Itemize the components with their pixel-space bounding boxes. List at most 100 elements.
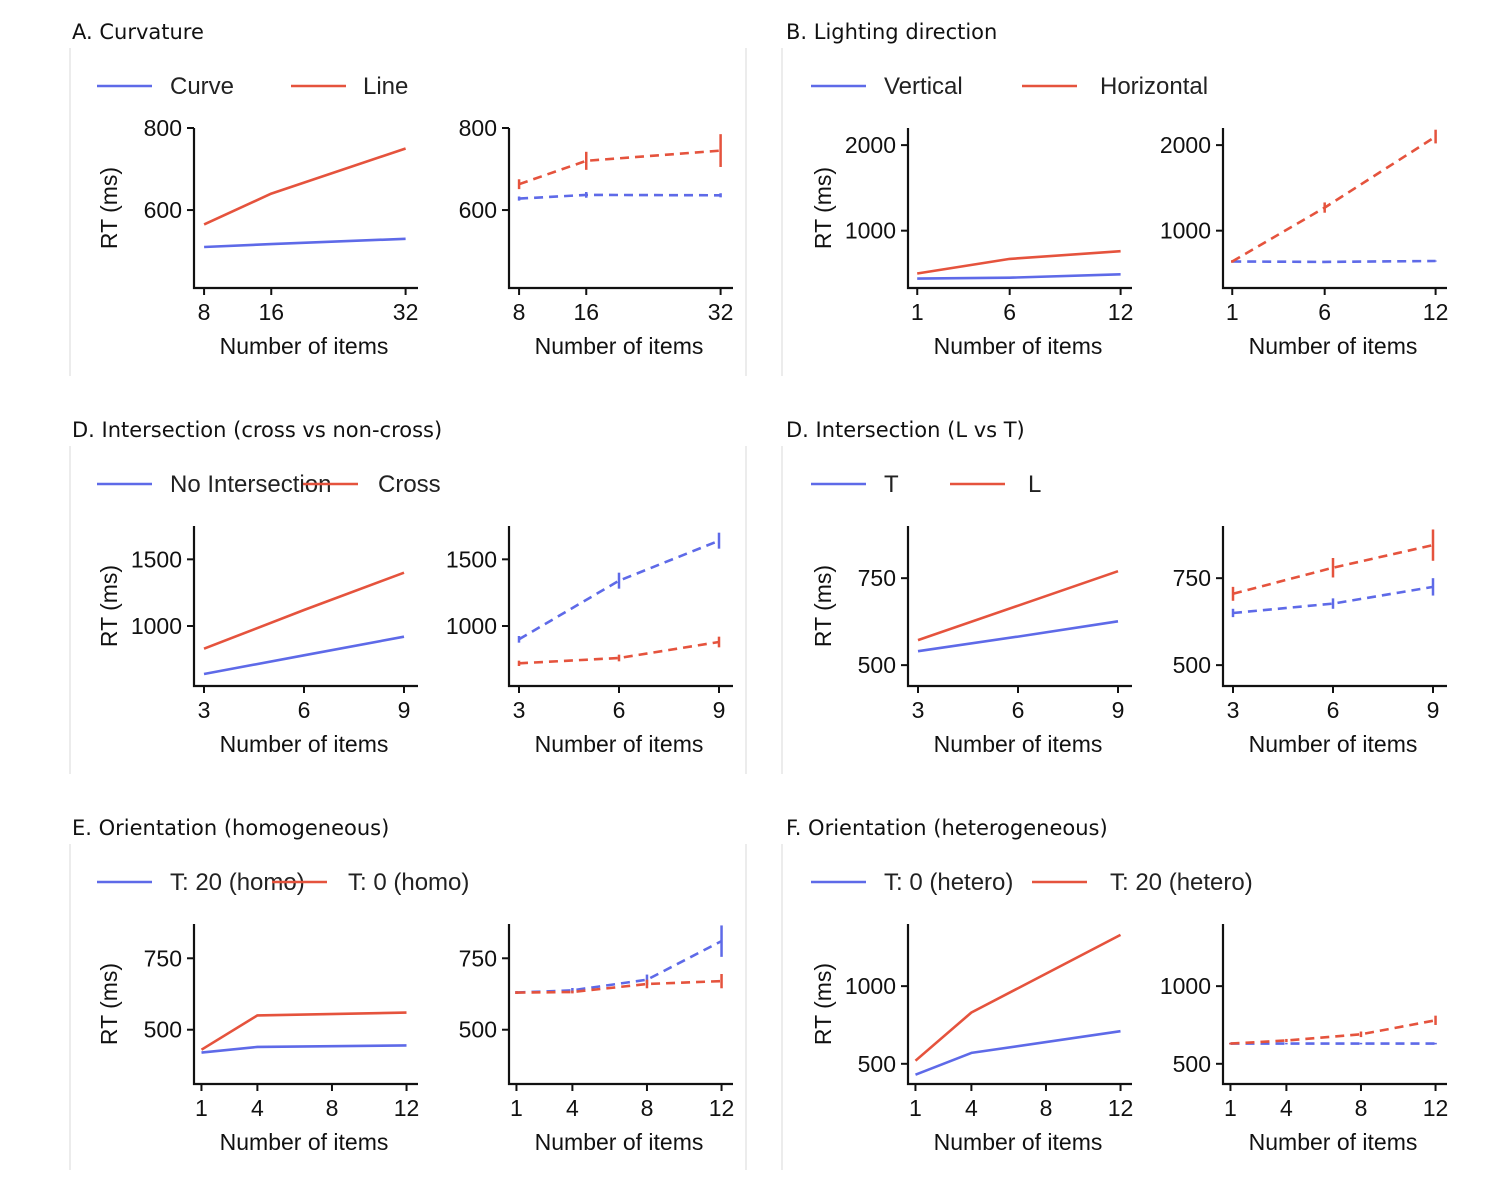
x-tick-label: 1: [909, 1095, 922, 1121]
axes-spine: [507, 924, 733, 1086]
x-axis-label: Number of items: [1249, 1129, 1418, 1155]
x-tick-label: 6: [1012, 697, 1025, 723]
y-tick-label: 750: [858, 565, 896, 591]
x-axis-label: Number of items: [934, 1129, 1103, 1155]
y-tick-label: 1000: [1160, 218, 1211, 244]
x-tick-label: 12: [1108, 299, 1134, 325]
subplot-right: 1000 1500 3 6 9 Number of items: [446, 526, 733, 757]
series-line-blue: [1232, 259, 1436, 264]
series-line-blue: [519, 193, 721, 200]
x-tick-label: 8: [198, 299, 211, 325]
series-line-blue: [201, 1044, 407, 1054]
axes-spine: [1221, 526, 1447, 688]
x-axis-label: Number of items: [934, 333, 1103, 359]
panel-4: E. Orientation (homogeneous) T: 20 (homo)…: [72, 816, 734, 1155]
y-tick-label: 750: [459, 945, 497, 971]
y-tick-label: 2000: [1160, 132, 1211, 158]
x-tick-label: 9: [398, 697, 411, 723]
legend: No Intersection Cross: [97, 471, 441, 498]
x-tick-label: 8: [641, 1095, 654, 1121]
y-tick-label: 1500: [446, 546, 497, 572]
x-axis-label: Number of items: [934, 731, 1103, 757]
panel-title: D. Intersection (cross vs non-cross): [72, 418, 442, 442]
panel-title: E. Orientation (homogeneous): [72, 816, 389, 840]
x-tick-label: 8: [326, 1095, 339, 1121]
panel-title: B. Lighting direction: [786, 20, 997, 44]
panel-title: D. Intersection (L vs T): [786, 418, 1025, 442]
legend: T: 0 (hetero) T: 20 (hetero): [811, 869, 1253, 896]
y-tick-label: 500: [144, 1017, 182, 1043]
x-tick-label: 4: [1280, 1095, 1293, 1121]
x-tick-label: 8: [513, 299, 526, 325]
x-tick-label: 1: [911, 299, 924, 325]
y-tick-label: 500: [858, 1051, 896, 1077]
axes-spine: [192, 128, 418, 290]
y-axis-label: RT (ms): [96, 565, 122, 647]
x-tick-label: 16: [573, 299, 599, 325]
y-axis-label: RT (ms): [96, 963, 122, 1045]
y-tick-label: 1000: [845, 973, 896, 999]
y-tick-label: 1500: [131, 546, 182, 572]
legend: Curve Line: [97, 73, 408, 100]
y-axis-label: RT (ms): [96, 167, 122, 249]
series-line-red: [518, 149, 721, 186]
legend-label: T: 20 (hetero): [1110, 869, 1253, 896]
series-line-red: [200, 1011, 407, 1051]
y-tick-label: 1000: [131, 613, 182, 639]
y-tick-label: 1000: [446, 613, 497, 639]
x-tick-label: 6: [1003, 299, 1016, 325]
panel-2: D. Intersection (cross vs non-cross) No I…: [72, 418, 733, 757]
legend-label: T: [884, 471, 899, 498]
x-tick-label: 12: [1108, 1095, 1134, 1121]
subplot-right: 500 750 3 6 9 Number of items: [1173, 526, 1447, 757]
x-tick-label: 3: [198, 697, 211, 723]
y-axis-label: RT (ms): [810, 565, 836, 647]
x-tick-label: 1: [1224, 1095, 1237, 1121]
x-tick-label: 6: [1327, 697, 1340, 723]
x-tick-label: 8: [1355, 1095, 1368, 1121]
legend-label: Cross: [378, 471, 441, 498]
series-line-red: [1230, 1019, 1436, 1045]
x-axis-label: Number of items: [1249, 333, 1418, 359]
series-line-red: [917, 569, 1119, 642]
y-tick-label: 1000: [845, 218, 896, 244]
series-line-blue: [915, 1029, 1121, 1076]
axes-spine: [192, 526, 418, 688]
y-axis-label: RT (ms): [810, 167, 836, 249]
axes-spine: [906, 526, 1132, 688]
subplot-left: 1000 1500 3 6 9 Number of items RT (ms): [96, 526, 418, 757]
x-axis-label: Number of items: [535, 333, 704, 359]
series-line-red: [203, 147, 407, 226]
legend-label: Horizontal: [1100, 73, 1208, 100]
y-tick-label: 500: [459, 1017, 497, 1043]
x-tick-label: 32: [393, 299, 419, 325]
legend: T: 20 (homo) T: 0 (homo): [97, 869, 469, 896]
series-line-red: [916, 249, 1121, 275]
y-tick-label: 2000: [845, 132, 896, 158]
series-line-red: [518, 640, 720, 665]
axes-spine: [192, 924, 418, 1086]
panel-title: F. Orientation (heterogeneous): [786, 816, 1108, 840]
x-tick-label: 1: [1226, 299, 1239, 325]
x-axis-label: Number of items: [220, 1129, 389, 1155]
axes-spine: [906, 924, 1132, 1086]
x-tick-label: 9: [1427, 697, 1440, 723]
x-axis-label: Number of items: [220, 731, 389, 757]
x-tick-label: 6: [1318, 299, 1331, 325]
legend-label: L: [1028, 471, 1041, 498]
x-tick-label: 9: [713, 697, 726, 723]
axes-spine: [507, 526, 733, 688]
x-tick-label: 4: [965, 1095, 978, 1121]
x-tick-label: 32: [708, 299, 734, 325]
y-tick-label: 750: [144, 945, 182, 971]
panel-title: A. Curvature: [72, 20, 204, 44]
x-tick-label: 1: [510, 1095, 523, 1121]
panel-5: F. Orientation (heterogeneous) T: 0 (hete…: [786, 816, 1448, 1155]
panel-1: B. Lighting direction Vertical Horizontal 1…: [786, 20, 1448, 359]
